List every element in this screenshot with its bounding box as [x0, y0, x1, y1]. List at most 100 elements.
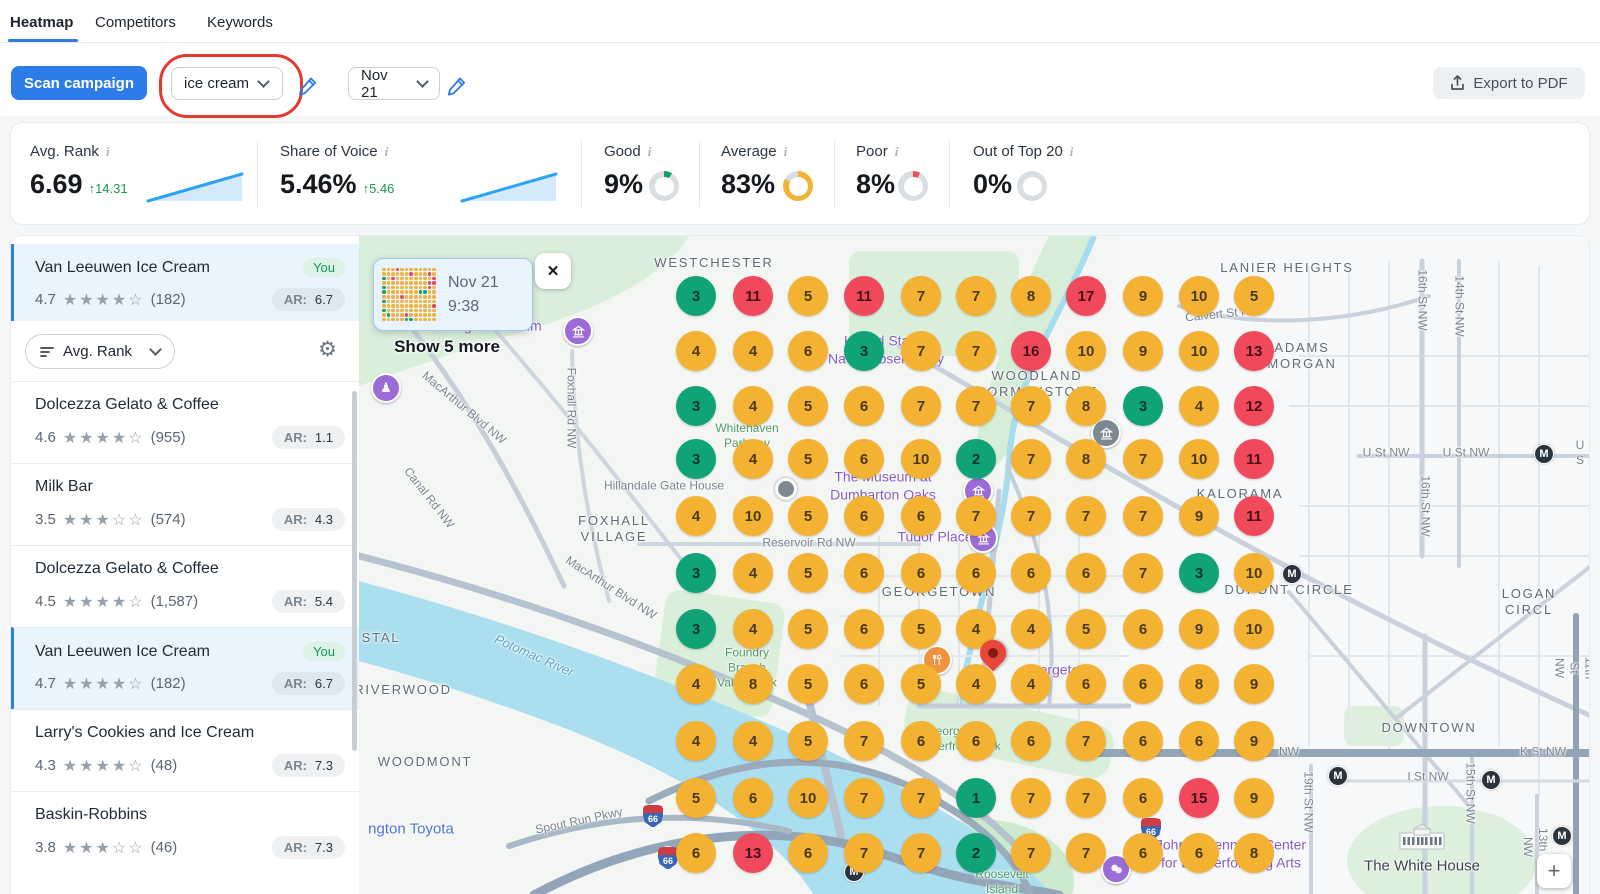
keyword-select[interactable]: ice cream	[171, 67, 283, 100]
sidebar-scrollbar[interactable]	[352, 391, 357, 751]
info-icon[interactable]: i	[105, 144, 110, 159]
heatmap-cell[interactable]: 6	[844, 386, 884, 426]
heatmap-cell[interactable]: 11	[1234, 439, 1274, 479]
heatmap-cell[interactable]: 15	[1179, 778, 1219, 818]
heatmap-cell[interactable]: 11	[733, 276, 773, 316]
info-icon[interactable]: i	[647, 144, 652, 159]
heatmap-cell[interactable]: 2	[956, 439, 996, 479]
heatmap-cell[interactable]: 5	[901, 609, 941, 649]
sort-dropdown[interactable]: Avg. Rank	[25, 334, 175, 369]
heatmap-cell[interactable]: 8	[733, 664, 773, 704]
heatmap-cell[interactable]: 7	[1123, 439, 1163, 479]
heatmap-cell[interactable]: 6	[1179, 721, 1219, 761]
heatmap-cell[interactable]: 4	[733, 553, 773, 593]
heatmap-cell[interactable]: 5	[788, 553, 828, 593]
heatmap-cell[interactable]: 5	[788, 439, 828, 479]
heatmap-cell[interactable]: 11	[844, 276, 884, 316]
heatmap-cell[interactable]: 6	[1011, 721, 1051, 761]
heatmap-cell[interactable]: 6	[844, 609, 884, 649]
heatmap-cell[interactable]: 6	[844, 439, 884, 479]
show-more-link[interactable]: Show 5 more	[394, 337, 500, 356]
heatmap-cell[interactable]: 3	[676, 553, 716, 593]
heatmap-cell[interactable]: 7	[956, 331, 996, 371]
heatmap-cell[interactable]: 5	[788, 664, 828, 704]
scan-campaign-button[interactable]: Scan campaign	[11, 66, 147, 100]
heatmap-cell[interactable]: 5	[676, 778, 716, 818]
info-icon[interactable]: i	[1069, 144, 1074, 159]
heatmap-cell[interactable]: 1	[956, 778, 996, 818]
list-item[interactable]: Baskin-Robbins 3.8 ★★★☆☆ (46) AR: 7.3	[11, 791, 359, 873]
heatmap-cell[interactable]: 7	[1066, 496, 1106, 536]
heatmap-cell[interactable]: 9	[1234, 721, 1274, 761]
heatmap-cell[interactable]: 4	[676, 496, 716, 536]
info-icon[interactable]: i	[384, 144, 389, 159]
heatmap-cell[interactable]: 6	[1066, 664, 1106, 704]
gear-icon[interactable]: ⚙	[318, 338, 337, 361]
heatmap-cell[interactable]: 12	[1234, 386, 1274, 426]
heatmap-map[interactable]: WESTCHESTER LANIER HEIGHTS ADAMS MORGAN WOO…	[359, 236, 1589, 894]
heatmap-cell[interactable]: 2	[956, 833, 996, 873]
heatmap-cell[interactable]: 9	[1234, 664, 1274, 704]
date-select[interactable]: Nov 21	[348, 67, 440, 101]
heatmap-cell[interactable]: 8	[1011, 276, 1051, 316]
tab-heatmap[interactable]: Heatmap	[10, 14, 74, 31]
info-icon[interactable]: i	[783, 144, 788, 159]
heatmap-cell[interactable]: 6	[788, 331, 828, 371]
heatmap-cell[interactable]: 8	[1234, 833, 1274, 873]
heatmap-cell[interactable]: 6	[956, 721, 996, 761]
heatmap-cell[interactable]: 4	[676, 664, 716, 704]
heatmap-cell[interactable]: 10	[1179, 276, 1219, 316]
heatmap-cell[interactable]: 5	[1066, 609, 1106, 649]
heatmap-cell[interactable]: 9	[1179, 609, 1219, 649]
heatmap-cell[interactable]: 7	[1066, 833, 1106, 873]
heatmap-cell[interactable]: 4	[1011, 609, 1051, 649]
heatmap-cell[interactable]: 5	[788, 609, 828, 649]
heatmap-cell[interactable]: 7	[1011, 496, 1051, 536]
heatmap-cell[interactable]: 7	[1011, 439, 1051, 479]
heatmap-cell[interactable]: 3	[1123, 386, 1163, 426]
scan-date-popup[interactable]: Nov 21 9:38	[373, 258, 533, 331]
heatmap-cell[interactable]: 13	[1234, 331, 1274, 371]
close-icon[interactable]: ✕	[535, 253, 571, 289]
heatmap-cell[interactable]: 5	[788, 276, 828, 316]
heatmap-cell[interactable]: 6	[733, 778, 773, 818]
heatmap-cell[interactable]: 7	[844, 778, 884, 818]
heatmap-cell[interactable]: 3	[676, 276, 716, 316]
heatmap-cell[interactable]: 7	[1011, 833, 1051, 873]
heatmap-cell[interactable]: 4	[733, 331, 773, 371]
heatmap-cell[interactable]: 5	[1234, 276, 1274, 316]
heatmap-cell[interactable]: 7	[1066, 778, 1106, 818]
heatmap-cell[interactable]: 6	[1123, 721, 1163, 761]
heatmap-cell[interactable]: 6	[1123, 609, 1163, 649]
heatmap-cell[interactable]: 6	[676, 833, 716, 873]
edit-keyword-icon[interactable]	[297, 75, 319, 97]
heatmap-cell[interactable]: 11	[1234, 496, 1274, 536]
heatmap-cell[interactable]: 7	[956, 386, 996, 426]
heatmap-cell[interactable]: 13	[733, 833, 773, 873]
heatmap-cell[interactable]: 7	[1123, 553, 1163, 593]
heatmap-cell[interactable]: 4	[1011, 664, 1051, 704]
list-item[interactable]: Dolcezza Gelato & Coffee 4.6 ★★★★☆ (955) AR:…	[11, 381, 359, 463]
heatmap-cell[interactable]: 7	[844, 721, 884, 761]
heatmap-cell[interactable]: 6	[956, 553, 996, 593]
heatmap-cell[interactable]: 8	[1066, 386, 1106, 426]
heatmap-cell[interactable]: 6	[844, 496, 884, 536]
export-pdf-button[interactable]: Export to PDF	[1433, 67, 1585, 99]
heatmap-cell[interactable]: 6	[844, 553, 884, 593]
heatmap-cell[interactable]: 6	[1179, 833, 1219, 873]
zoom-in-button[interactable]: +	[1537, 854, 1571, 888]
heatmap-cell[interactable]: 7	[956, 496, 996, 536]
heatmap-cell[interactable]: 7	[1066, 721, 1106, 761]
heatmap-cell[interactable]: 6	[844, 664, 884, 704]
heatmap-cell[interactable]: 17	[1066, 276, 1106, 316]
heatmap-cell[interactable]: 7	[956, 276, 996, 316]
heatmap-cell[interactable]: 10	[733, 496, 773, 536]
list-item[interactable]: Van Leeuwen Ice Cream You 4.7 ★★★★☆ (182) AR:…	[11, 244, 359, 321]
heatmap-cell[interactable]: 9	[1179, 496, 1219, 536]
heatmap-cell[interactable]: 7	[1011, 778, 1051, 818]
heatmap-cell[interactable]: 10	[1234, 609, 1274, 649]
heatmap-cell[interactable]: 7	[901, 386, 941, 426]
tab-keywords[interactable]: Keywords	[207, 14, 273, 31]
heatmap-cell[interactable]: 7	[901, 276, 941, 316]
heatmap-cell[interactable]: 3	[844, 331, 884, 371]
